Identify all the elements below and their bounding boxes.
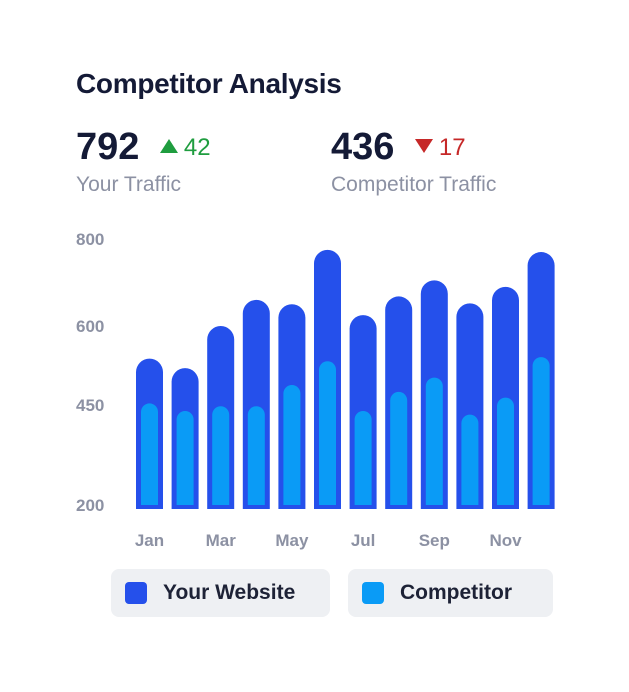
legend-swatch-competitor [362, 582, 384, 604]
bar-competitor [212, 406, 230, 505]
competitor-traffic-label: Competitor Traffic [331, 173, 497, 196]
bar-competitor [461, 414, 479, 505]
y-tick-label: 200 [76, 496, 104, 515]
bar-competitor [390, 391, 408, 505]
legend-label-your-website: Your Website [163, 581, 296, 604]
your-traffic-delta: 42 [159, 133, 211, 162]
bar-competitor [176, 411, 194, 505]
y-tick-label: 450 [76, 396, 104, 415]
x-tick-label: Nov [489, 531, 522, 550]
competitor-traffic-value: 436 [331, 126, 395, 168]
your-traffic-delta-value: 42 [183, 133, 211, 161]
x-tick-label: Jul [351, 531, 376, 550]
bar-competitor [247, 406, 265, 505]
legend-swatch-your-website [125, 582, 147, 604]
legend-label-competitor: Competitor [400, 581, 512, 604]
bar-competitor [532, 357, 550, 505]
competitor-traffic-delta-value: 17 [438, 133, 466, 161]
your-traffic-stat: 792 42 Your Traffic [76, 126, 211, 197]
arrow-up-icon [159, 139, 178, 154]
y-tick-label: 600 [76, 317, 104, 336]
bar-competitor [497, 397, 514, 505]
x-tick-label: Jan [135, 531, 164, 550]
x-tick-label: Sep [419, 531, 450, 550]
your-traffic-label: Your Traffic [76, 173, 182, 196]
competitor-traffic-stat: 436 17 Competitor Traffic [331, 126, 496, 197]
bar-competitor [354, 411, 372, 505]
your-traffic-value: 792 [76, 126, 140, 168]
legend-your-website[interactable]: Your Website [111, 569, 330, 617]
bar-competitor [283, 384, 301, 505]
bar-competitor [319, 361, 336, 505]
bar-competitor [425, 377, 443, 505]
bar-chart: 200 450 600 800 Jan Mar May Jul Sep Nov [76, 230, 555, 550]
competitor-traffic-delta: 17 [414, 133, 466, 162]
y-tick-label: 800 [76, 230, 104, 249]
bar-competitor [141, 403, 158, 505]
chart-title: Competitor Analysis [76, 68, 342, 99]
x-tick-label: May [275, 531, 309, 550]
x-tick-label: Mar [206, 531, 237, 550]
legend-competitor[interactable]: Competitor [348, 569, 553, 617]
arrow-down-icon [414, 139, 433, 154]
